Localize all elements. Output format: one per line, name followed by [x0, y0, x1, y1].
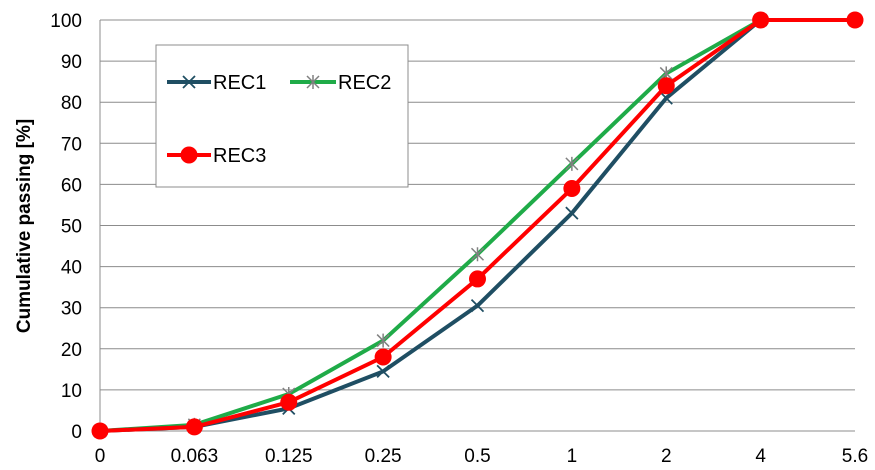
x-tick-label: 0.063 [171, 446, 219, 467]
y-tick-label: 20 [61, 340, 82, 361]
data-point-rec3 [91, 422, 109, 440]
data-point-rec1 [659, 91, 673, 105]
data-point-rec3 [374, 348, 392, 366]
data-point-rec3 [657, 77, 675, 95]
y-tick-labels: 0 10 20 30 40 50 60 70 80 90 100 [50, 11, 82, 443]
legend-marker [306, 75, 320, 89]
legend: REC1 REC2 REC3 [155, 44, 409, 188]
y-tick-label: 100 [50, 11, 82, 32]
y-tick-label: 30 [61, 299, 82, 320]
x-tick-label: 1 [567, 446, 578, 467]
y-tick-label: 90 [61, 52, 82, 73]
legend-marker [180, 146, 198, 164]
axes [99, 20, 855, 432]
x-tick-label: 0.5 [464, 446, 490, 467]
legend-item-rec3: REC3 [167, 145, 266, 167]
series-group [91, 11, 864, 440]
y-tick-label: 50 [61, 217, 82, 238]
legend-item-rec1: REC1 [167, 72, 266, 94]
data-point-rec3 [280, 393, 298, 411]
y-tick-label: 10 [61, 381, 82, 402]
data-point-rec2 [376, 333, 390, 348]
data-point-rec3 [469, 270, 486, 288]
legend-label: REC3 [213, 145, 266, 167]
series-rec3 [91, 11, 864, 440]
x-tick-label: 0 [95, 446, 106, 467]
data-point-rec1 [376, 364, 390, 379]
y-tick-label: 70 [61, 134, 82, 155]
data-point-rec3 [846, 11, 864, 29]
data-point-rec1 [565, 206, 579, 220]
legend-item-rec2: REC2 [290, 72, 391, 94]
data-point-rec2 [470, 247, 485, 262]
y-tick-label: 60 [61, 175, 82, 196]
data-point-rec1 [470, 299, 485, 313]
x-tick-label: 0.125 [265, 446, 313, 467]
x-tick-label: 4 [755, 446, 766, 467]
y-axis-label: Cumulative passing [%] [14, 119, 35, 333]
legend-label: REC1 [213, 72, 266, 94]
legend-box [155, 44, 409, 188]
x-tick-label: 5.6 [842, 446, 868, 467]
y-tick-label: 0 [71, 422, 82, 443]
legend-marker [182, 75, 196, 89]
y-tick-label: 80 [61, 93, 82, 114]
legend-label: REC2 [338, 72, 391, 94]
x-tick-label: 2 [661, 446, 672, 467]
data-point-rec3 [752, 11, 770, 29]
data-point-rec2 [565, 156, 579, 171]
y-tick-label: 40 [61, 258, 82, 279]
x-tick-labels: 0 0.063 0.125 0.25 0.5 1 2 4 5.6 [95, 446, 869, 467]
data-point-rec3 [563, 180, 581, 198]
data-point-rec3 [185, 418, 203, 436]
x-tick-label: 0.25 [365, 446, 402, 467]
